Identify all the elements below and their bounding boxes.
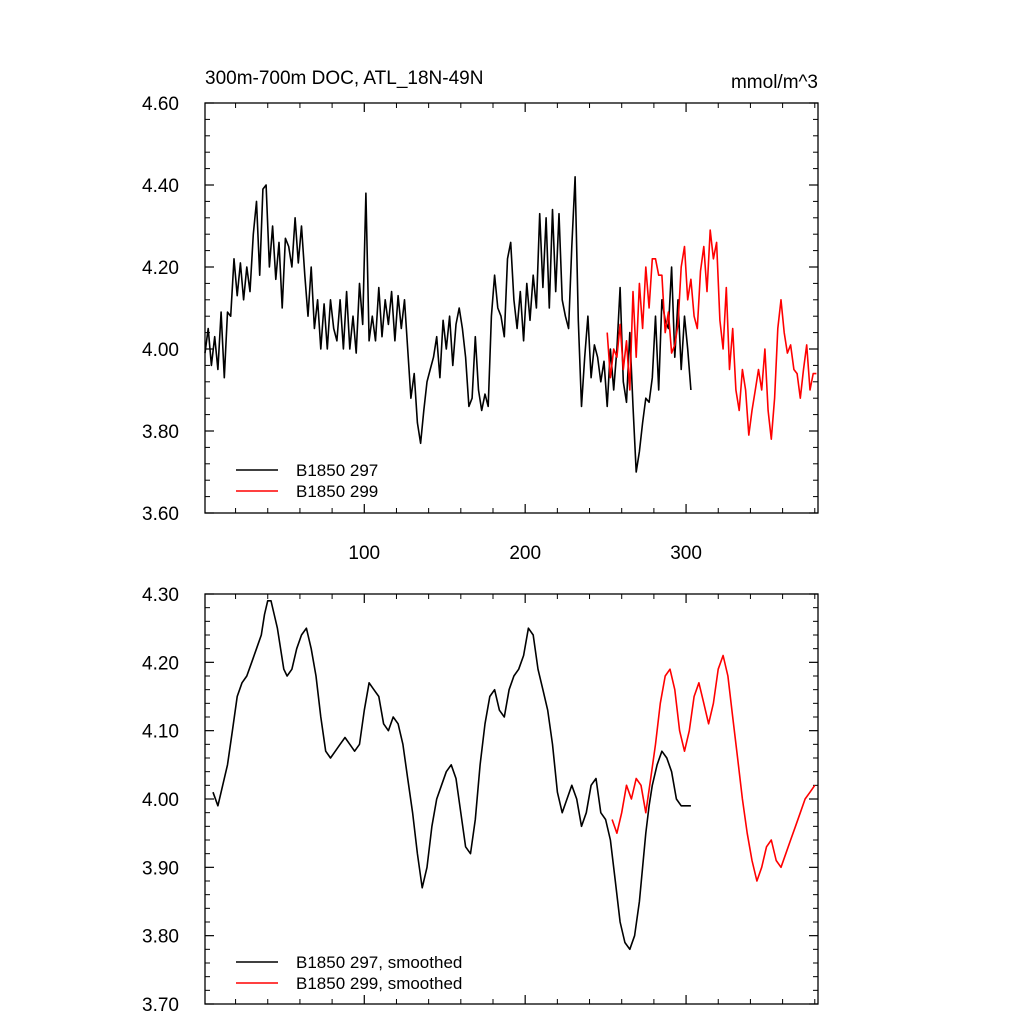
y-tick-label: 4.00 bbox=[142, 340, 179, 361]
y-tick-label: 4.00 bbox=[142, 790, 179, 811]
y-tick-label: 4.20 bbox=[142, 258, 179, 279]
series-line-b1850-299-smoothed bbox=[611, 654, 816, 882]
bottom-panel-ticks: 3.70 3.80 3.90 4.00 4.10 4.20 4.30 bbox=[142, 585, 818, 1016]
top-panel-series bbox=[204, 176, 817, 473]
y-tick-label: 4.10 bbox=[142, 722, 179, 743]
chart-title: 300m-700m DOC, ATL_18N-49N bbox=[205, 68, 483, 89]
legend-label-b1850-297-smoothed: B1850 297, smoothed bbox=[296, 953, 462, 972]
top-plot-frame bbox=[204, 102, 819, 514]
bottom-plot-frame bbox=[204, 593, 819, 1005]
y-tick-label: 4.60 bbox=[142, 94, 179, 115]
y-tick-label: 3.90 bbox=[142, 858, 179, 879]
x-tick-label: 300 bbox=[670, 543, 702, 564]
y-tick-label: 3.70 bbox=[142, 995, 179, 1016]
y-tick-label: 4.30 bbox=[142, 585, 179, 606]
series-line-b1850-297-smoothed bbox=[212, 599, 691, 951]
y-tick-label: 3.60 bbox=[142, 504, 179, 525]
y-tick-label: 3.80 bbox=[142, 927, 179, 948]
series-line-b1850-297 bbox=[204, 176, 692, 473]
x-tick-label: 200 bbox=[509, 543, 541, 564]
top-legend: B1850 297 B1850 299 bbox=[236, 461, 378, 501]
series-line-b1850-299 bbox=[606, 229, 817, 441]
top-panel-ticks: 3.60 3.80 4.00 4.20 4.40 4.60 100 200 300 bbox=[142, 94, 818, 564]
y-tick-label: 4.20 bbox=[142, 653, 179, 674]
x-tick-label: 100 bbox=[348, 543, 380, 564]
units-label: mmol/m^3 bbox=[731, 72, 818, 93]
y-tick-label: 4.40 bbox=[142, 176, 179, 197]
legend-label-b1850-297: B1850 297 bbox=[296, 461, 378, 480]
legend-label-b1850-299: B1850 299 bbox=[296, 482, 378, 501]
top-panel: 300m-700m DOC, ATL_18N-49N mmol/m^3 3.60… bbox=[142, 68, 819, 564]
y-tick-label: 3.80 bbox=[142, 422, 179, 443]
bottom-panel-series bbox=[212, 599, 816, 951]
bottom-panel: 3.70 3.80 3.90 4.00 4.10 4.20 4.30 B1850 297, … bbox=[142, 585, 819, 1016]
bottom-legend: B1850 297, smoothed B1850 299, smoothed bbox=[236, 953, 462, 993]
legend-label-b1850-299-smoothed: B1850 299, smoothed bbox=[296, 974, 462, 993]
